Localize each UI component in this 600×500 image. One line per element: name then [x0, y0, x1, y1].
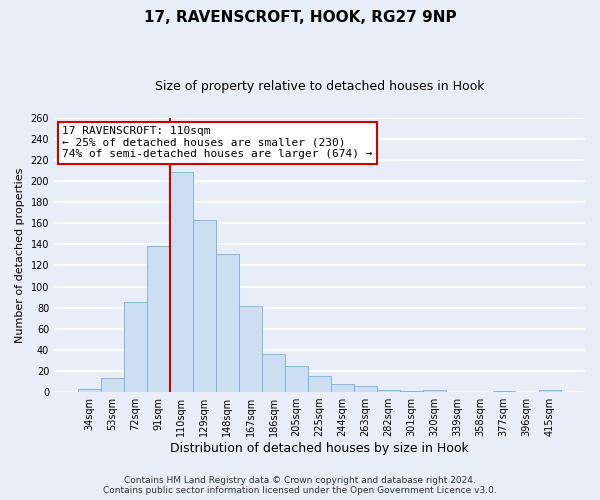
Bar	[239, 306, 262, 392]
Bar	[193, 220, 215, 392]
Bar	[424, 390, 446, 392]
Bar	[308, 376, 331, 392]
Title: Size of property relative to detached houses in Hook: Size of property relative to detached ho…	[155, 80, 484, 93]
Bar	[124, 302, 146, 392]
Y-axis label: Number of detached properties: Number of detached properties	[15, 167, 25, 342]
Bar	[216, 254, 239, 392]
Bar	[78, 389, 101, 392]
Bar	[539, 390, 561, 392]
Bar	[101, 378, 124, 392]
Bar	[377, 390, 400, 392]
Bar	[331, 384, 354, 392]
Bar	[400, 391, 423, 392]
Text: Contains HM Land Registry data © Crown copyright and database right 2024.
Contai: Contains HM Land Registry data © Crown c…	[103, 476, 497, 495]
Text: 17, RAVENSCROFT, HOOK, RG27 9NP: 17, RAVENSCROFT, HOOK, RG27 9NP	[143, 10, 457, 25]
Bar	[170, 172, 193, 392]
Bar	[286, 366, 308, 392]
Bar	[147, 246, 170, 392]
Bar	[355, 386, 377, 392]
Text: 17 RAVENSCROFT: 110sqm
← 25% of detached houses are smaller (230)
74% of semi-de: 17 RAVENSCROFT: 110sqm ← 25% of detached…	[62, 126, 373, 159]
X-axis label: Distribution of detached houses by size in Hook: Distribution of detached houses by size …	[170, 442, 469, 455]
Bar	[493, 391, 515, 392]
Bar	[262, 354, 284, 392]
